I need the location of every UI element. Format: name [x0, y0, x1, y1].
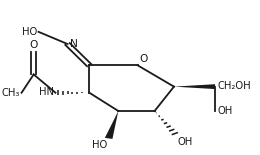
- Text: OH: OH: [218, 106, 233, 116]
- Text: O: O: [29, 40, 38, 50]
- Text: HO: HO: [22, 27, 37, 37]
- Text: HO: HO: [92, 140, 107, 150]
- Text: N: N: [70, 39, 78, 49]
- Text: CH₂OH: CH₂OH: [218, 81, 251, 91]
- Text: HN: HN: [39, 87, 54, 97]
- Polygon shape: [105, 111, 118, 139]
- Polygon shape: [174, 84, 215, 89]
- Text: CH₃: CH₃: [2, 88, 20, 98]
- Text: OH: OH: [178, 137, 193, 147]
- Text: O: O: [139, 54, 147, 64]
